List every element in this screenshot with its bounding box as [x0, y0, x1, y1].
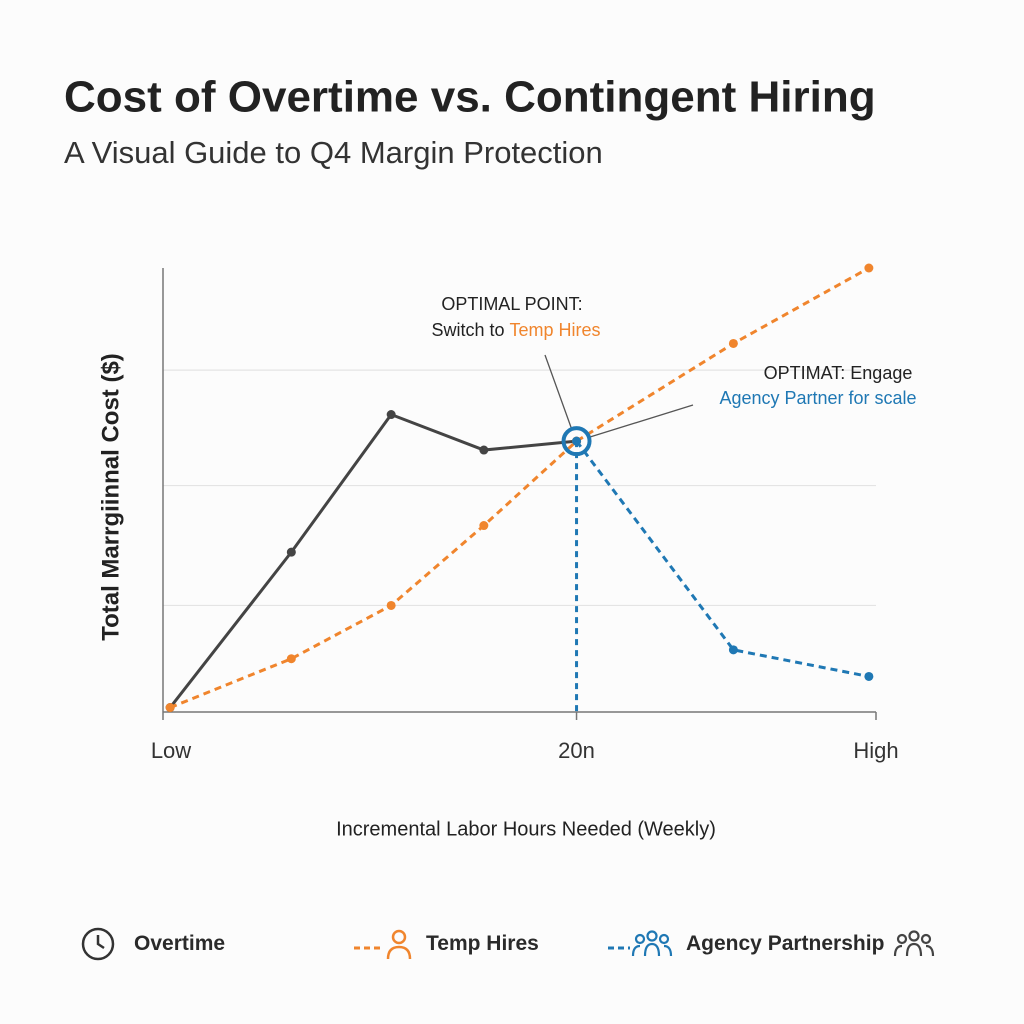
data-point — [286, 654, 296, 664]
annotation: OPTIMAT: Engage — [764, 363, 913, 383]
data-point — [479, 445, 489, 455]
y-axis-label: Total Marrgiinnal Cost ($) — [97, 353, 124, 641]
chart: Cost of Overtime vs. Contingent Hiring A… — [64, 73, 917, 841]
data-point — [728, 645, 738, 655]
x-axis-label: Incremental Labor Hours Needed (Weekly) — [336, 818, 716, 840]
legend-icon — [81, 927, 115, 961]
annotation-leader — [589, 404, 694, 438]
annotation-highlight: Agency Partner for scale — [719, 388, 916, 408]
legend-label: Temp Hires — [426, 932, 539, 955]
series-line — [168, 412, 577, 709]
legend-item: Agency Partnership — [606, 922, 936, 966]
annotation: Switch to Temp Hires — [431, 320, 600, 340]
grid — [163, 369, 876, 607]
legend-icon — [894, 930, 935, 957]
annotation-leader — [544, 354, 573, 431]
annotation-text: Switch to — [431, 320, 504, 340]
optimal-marker — [561, 426, 592, 457]
legend-icon — [608, 930, 673, 957]
chart-title: Cost of Overtime vs. Contingent Hiring — [64, 73, 876, 122]
annotation: OPTIMAL POINT: — [441, 294, 582, 314]
data-point — [386, 410, 396, 420]
data-point — [165, 703, 175, 713]
data-point — [286, 547, 296, 557]
data-point — [864, 671, 874, 681]
legend-icon — [354, 929, 412, 960]
x-tick-label: Low — [151, 738, 191, 763]
chart-subtitle: A Visual Guide to Q4 Margin Protection — [64, 135, 603, 170]
series-line — [575, 440, 870, 678]
legend-label: Overtime — [134, 932, 226, 955]
x-tick-label: 20n — [558, 738, 595, 763]
data-point — [479, 521, 489, 531]
legend-label: Agency Partnership — [686, 932, 885, 955]
legend-item: Temp Hires — [352, 922, 539, 966]
data-point — [386, 600, 396, 610]
data-point — [728, 338, 738, 348]
data-point — [864, 263, 874, 273]
x-tick-label: High — [853, 738, 898, 763]
annotation-highlight: Temp Hires — [510, 320, 601, 340]
legend-item: Overtime — [80, 922, 225, 966]
